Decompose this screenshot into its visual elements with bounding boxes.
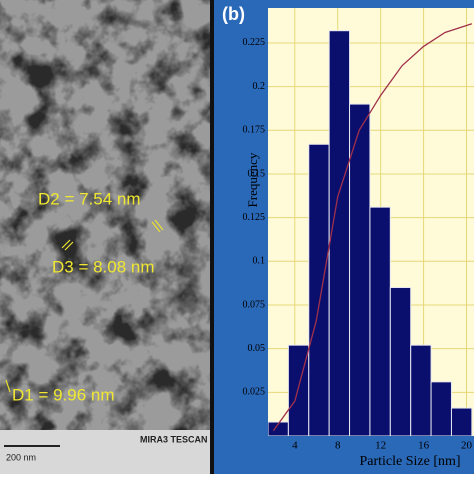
y-axis-title: Frequency [245,152,260,207]
bar [349,103,371,436]
y-tick-label: 0.15 [248,168,266,179]
sem-image [0,0,212,430]
info-bar [0,430,212,474]
scale-label: 200 nm [6,452,36,462]
y-tick-label: 0.175 [243,125,266,136]
y-tick-label: 0.075 [243,299,266,310]
cumulative-curve [272,23,473,432]
annotation: D1 = 9.96 nm [12,385,115,404]
y-tick-label: 0.1 [253,256,266,267]
y-tick-label: 0.125 [243,212,266,223]
panel-label: (b) [222,4,245,24]
bar [328,30,351,436]
y-tick-label: 0.225 [243,37,266,48]
x-tick-label: 20 [461,440,473,452]
y-tick-label: 0.025 [243,387,266,398]
x-tick-label: 12 [375,440,386,452]
annotation: D2 = 7.54 nm [38,189,141,208]
bar [450,407,473,436]
instrument-label: MIRA3 TESCAN [140,434,208,444]
bar [410,344,432,436]
bar [430,381,452,436]
y-tick-label: 0.2 [253,81,266,92]
x-axis-title: Particle Size [nm] [359,454,460,469]
axes: 0.025 0.05 0.075 0.1 0.125 0.15 0.175 0.2 0.225 4… [243,37,473,451]
bar [369,206,391,436]
x-tick-label: 4 [292,440,298,452]
annotation: D3 = 8.08 nm [52,257,155,276]
x-tick-label: 16 [418,440,430,452]
y-tick-label: 0.05 [248,343,266,354]
bar [389,287,412,436]
measure-markers [5,219,164,393]
plot [268,8,474,436]
divider [210,0,214,474]
bar [308,143,330,436]
x-tick-label: 8 [335,440,341,452]
